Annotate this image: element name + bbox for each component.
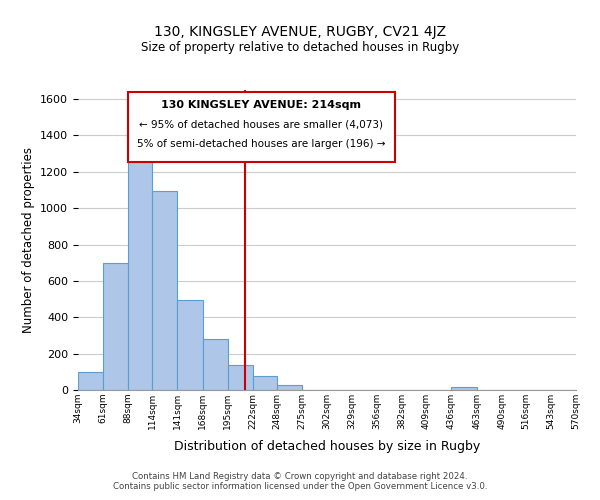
Bar xyxy=(152,191,178,390)
Y-axis label: Number of detached properties: Number of detached properties xyxy=(22,147,35,333)
Text: 130 KINGSLEY AVENUE: 214sqm: 130 KINGSLEY AVENUE: 214sqm xyxy=(161,100,361,110)
Bar xyxy=(451,388,476,390)
Bar xyxy=(227,364,253,390)
Bar xyxy=(253,376,277,390)
FancyBboxPatch shape xyxy=(128,92,395,162)
X-axis label: Distribution of detached houses by size in Rugby: Distribution of detached houses by size … xyxy=(174,440,480,454)
Text: 130, KINGSLEY AVENUE, RUGBY, CV21 4JZ: 130, KINGSLEY AVENUE, RUGBY, CV21 4JZ xyxy=(154,25,446,39)
Bar xyxy=(103,262,128,390)
Text: 5% of semi-detached houses are larger (196) →: 5% of semi-detached houses are larger (1… xyxy=(137,138,386,148)
Bar xyxy=(78,372,103,390)
Bar xyxy=(128,148,152,390)
Text: ← 95% of detached houses are smaller (4,073): ← 95% of detached houses are smaller (4,… xyxy=(139,120,383,130)
Bar xyxy=(277,384,302,390)
Text: Size of property relative to detached houses in Rugby: Size of property relative to detached ho… xyxy=(141,41,459,54)
Bar xyxy=(203,339,227,390)
Text: Contains HM Land Registry data © Crown copyright and database right 2024.
Contai: Contains HM Land Registry data © Crown c… xyxy=(113,472,487,491)
Bar xyxy=(178,300,203,390)
